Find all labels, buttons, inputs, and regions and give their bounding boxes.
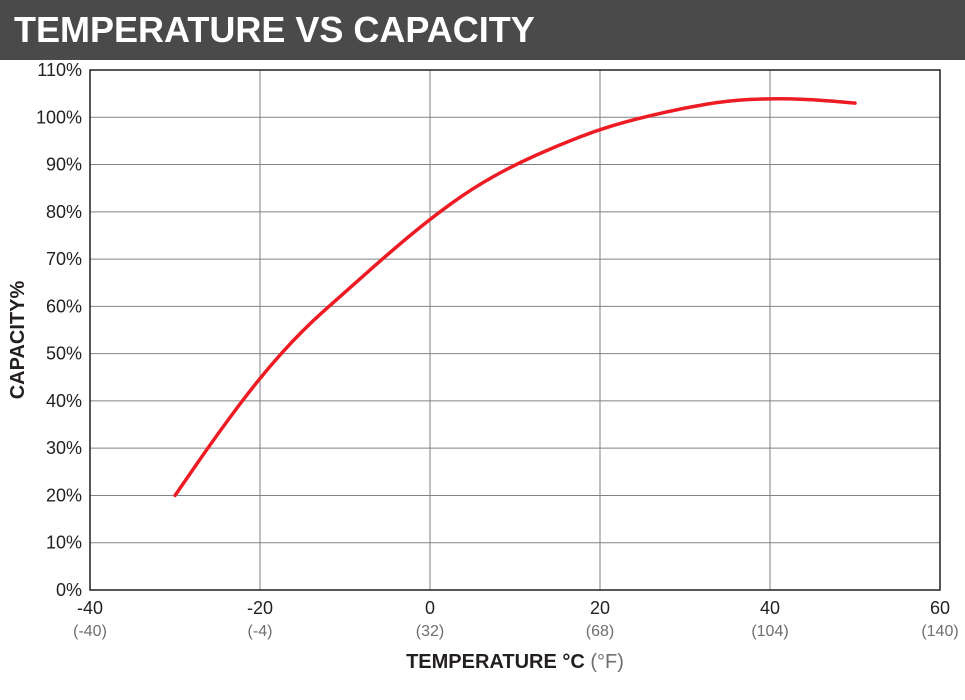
x-axis-label: TEMPERATURE °C (°F) bbox=[406, 651, 624, 673]
chart-svg: 0% 10% 20% 30% 40% 50% 60% 70% 80% 90% 100% 110% -40… bbox=[0, 60, 965, 700]
y-tick-label: 90% bbox=[46, 155, 82, 175]
x-tick-label-f: (-4) bbox=[248, 623, 273, 640]
x-tick-label-c: -40 bbox=[77, 598, 103, 618]
y-tick-label: 100% bbox=[36, 107, 82, 127]
y-tick-label: 80% bbox=[46, 202, 82, 222]
y-axis-label: CAPACITY% bbox=[7, 281, 29, 400]
x-tick-label-c: 0 bbox=[425, 598, 435, 618]
y-tick-label: 50% bbox=[46, 344, 82, 364]
x-tick-label-f: (104) bbox=[751, 623, 788, 640]
y-tick-label: 20% bbox=[46, 485, 82, 505]
x-tick-label-c: -20 bbox=[247, 598, 273, 618]
y-tick-label: 40% bbox=[46, 391, 82, 411]
chart-title: TEMPERATURE vs CAPACITY bbox=[14, 9, 535, 51]
title-bar: TEMPERATURE vs CAPACITY bbox=[0, 0, 965, 60]
x-tick-label-c: 60 bbox=[930, 598, 950, 618]
y-tick-label: 110% bbox=[37, 60, 82, 80]
y-tick-label: 0% bbox=[56, 580, 82, 600]
x-tick-label-c: 40 bbox=[760, 598, 780, 618]
y-tick-label: 30% bbox=[46, 438, 82, 458]
x-tick-label-f: (-40) bbox=[73, 623, 107, 640]
x-tick-label-f: (68) bbox=[586, 623, 614, 640]
x-tick-label-f: (140) bbox=[921, 623, 958, 640]
chart-area: 0% 10% 20% 30% 40% 50% 60% 70% 80% 90% 100% 110% -40… bbox=[0, 60, 965, 700]
y-tick-label: 10% bbox=[46, 533, 82, 553]
x-tick-label-c: 20 bbox=[590, 598, 610, 618]
plot-border bbox=[90, 70, 940, 590]
data-line bbox=[175, 99, 855, 496]
y-tick-label: 70% bbox=[46, 249, 82, 269]
x-tick-label-f: (32) bbox=[416, 623, 444, 640]
y-tick-label: 60% bbox=[46, 296, 82, 316]
